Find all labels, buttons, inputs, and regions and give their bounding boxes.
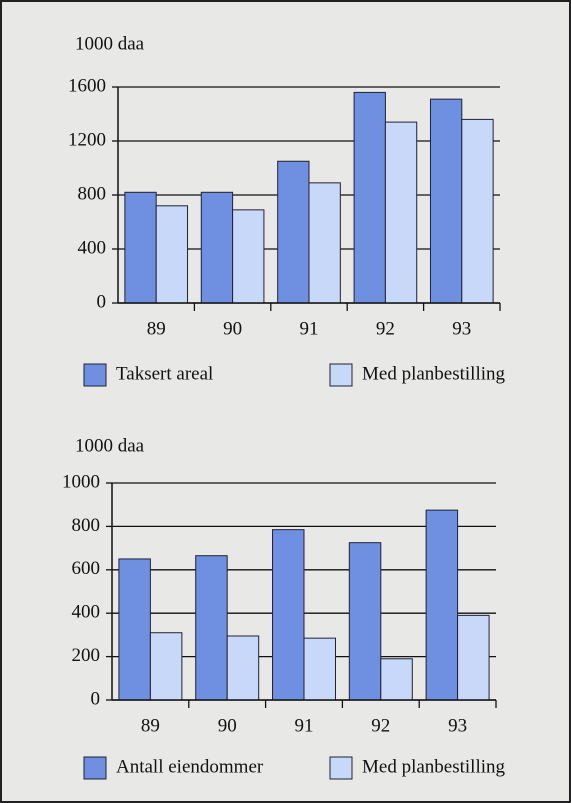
bar <box>425 509 459 701</box>
legend-label: Med planbestilling <box>362 756 506 777</box>
x-tick-label: 92 <box>371 715 390 736</box>
y-tick-label: 1000 <box>62 471 100 492</box>
x-tick-label: 92 <box>376 318 395 339</box>
x-tick-label: 90 <box>218 715 237 736</box>
x-tick-label: 89 <box>147 318 166 339</box>
bar <box>384 121 418 304</box>
legend-swatch <box>329 756 353 780</box>
y-tick-label: 1200 <box>68 129 106 150</box>
bar <box>303 637 336 701</box>
bar <box>348 542 382 701</box>
y-axis-label: 1000 daa <box>75 435 145 456</box>
legend-label: Taksert areal <box>116 363 213 384</box>
y-tick-label: 0 <box>91 688 101 709</box>
y-tick-label: 0 <box>97 291 107 312</box>
legend-swatch <box>83 363 107 387</box>
x-tick-label: 91 <box>295 715 314 736</box>
bar <box>457 614 490 701</box>
x-tick-label: 90 <box>223 318 242 339</box>
x-tick-label: 93 <box>448 715 467 736</box>
bar <box>353 91 386 304</box>
legend-swatch <box>83 756 107 780</box>
x-tick-label: 89 <box>141 715 160 736</box>
x-tick-label: 91 <box>300 318 319 339</box>
y-tick-label: 1600 <box>68 75 106 96</box>
y-tick-label: 400 <box>78 237 107 258</box>
y-tick-label: 400 <box>72 602 101 623</box>
bar <box>200 191 234 304</box>
y-axis-label: 1000 daa <box>75 33 145 54</box>
bar <box>380 658 413 701</box>
bar <box>195 555 228 701</box>
bar <box>277 160 310 304</box>
bar <box>155 205 189 304</box>
bar <box>124 191 157 304</box>
bar <box>308 182 341 304</box>
bar <box>118 558 151 701</box>
y-tick-label: 800 <box>72 515 101 536</box>
y-tick-label: 600 <box>72 558 101 579</box>
y-tick-label: 200 <box>72 645 101 666</box>
legend-swatch <box>329 363 353 387</box>
bar <box>232 209 265 304</box>
x-tick-label: 93 <box>452 318 471 339</box>
bar <box>226 635 260 701</box>
bar <box>272 529 305 701</box>
bar <box>149 632 183 701</box>
bar <box>429 98 463 304</box>
y-tick-label: 800 <box>78 183 107 204</box>
legend-label: Med planbestilling <box>362 363 506 384</box>
bar <box>461 118 494 304</box>
legend-label: Antall eiendommer <box>116 756 264 777</box>
